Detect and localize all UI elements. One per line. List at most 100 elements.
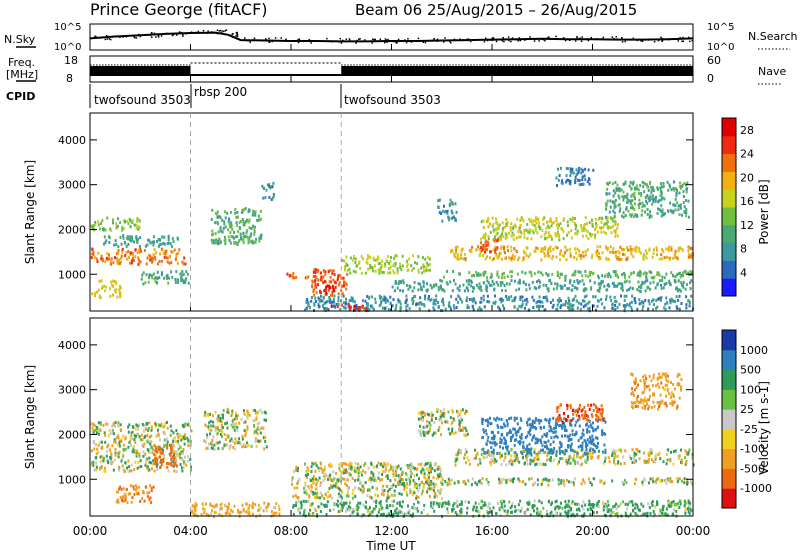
velocity-cell [139,500,141,503]
power-cell [124,242,126,245]
velocity-cell [327,490,329,493]
power-cell [589,178,591,181]
velocity-cell [161,452,163,455]
power-cell [614,235,616,238]
power-cell [493,257,495,260]
velocity-cell [131,437,133,440]
power-cell [608,272,610,275]
velocity-cell [416,468,418,471]
power-cell [557,299,559,302]
velocity-cell [379,508,381,511]
power-cell [242,238,244,241]
noise-point [569,40,571,42]
nsearch-tick-top: 10^5 [707,22,734,33]
nsearch-label: N.Search [748,30,798,43]
power-cell [510,249,512,252]
noise-point [425,42,427,44]
velocity-cell [338,495,340,498]
power-cell [103,243,105,246]
power-cell [639,290,641,293]
power-cell [460,253,462,256]
velocity-cell [608,504,610,507]
velocity-cell [357,463,359,466]
power-cell [634,249,636,252]
velocity-cell [255,418,257,421]
power-cell [433,285,435,288]
power-cell [429,269,431,272]
velocity-cell [625,503,627,506]
power-cell [658,273,660,276]
power-cell [567,224,569,227]
noise-point [108,36,110,38]
power-cell [340,299,342,302]
freq-tick-top: 18 [64,54,78,67]
velocity-cell [376,465,378,468]
power-cell [614,181,616,184]
power-cell [604,275,606,278]
power-cell [133,240,135,243]
velocity-cell [557,505,559,508]
power-cell [612,182,614,185]
power-cell [512,299,514,302]
power-cell [109,295,111,298]
power-cell [630,245,632,248]
velocity-cell [238,422,240,425]
power-cell [503,246,505,249]
power-cell [551,222,553,225]
power-cell [527,237,529,240]
power-cell [580,271,582,274]
velocity-cell [122,457,124,460]
velocity-cell [441,483,443,486]
power-cell [535,247,537,250]
power-cell [509,270,511,273]
freq-band [90,66,191,76]
velocity-cell [206,513,208,516]
power-cell [643,190,645,193]
power-cell [532,306,534,309]
velocity-cell [308,500,310,503]
velocity-cell [320,481,322,484]
power-cell [582,175,584,178]
power-cell [91,292,93,295]
noise-point [576,38,578,40]
power-cell [621,273,623,276]
power-cell [542,218,544,221]
power-cell [634,297,636,300]
power-cell [139,236,141,239]
velocity-cell [690,508,692,511]
power-cell [487,244,489,247]
velocity-cell [104,470,106,473]
noise-point [431,40,433,42]
velocity-cell [130,469,132,472]
velocity-cell [401,493,403,496]
power-cell [217,210,219,213]
power-cell [117,252,119,255]
noise-point [503,41,505,43]
power-cell [484,236,486,239]
power-cell [185,270,187,273]
velocity-cell [252,506,254,509]
power-cell [677,299,679,302]
power-cell [605,298,607,301]
power-cell [215,238,217,241]
velocity-cell [158,423,160,426]
power-cell [494,240,496,243]
power-cell [121,226,123,229]
power-cell [177,252,179,255]
power-cell [406,284,408,287]
velocity-cell [257,427,259,430]
velocity-cell [96,431,98,434]
velocity-cell [138,424,140,427]
power-cell [411,269,413,272]
velocity-cell [559,506,561,509]
power-cell [156,240,158,243]
power-cell [127,250,129,253]
velocity-cell [546,510,548,513]
power-cell [566,174,568,177]
velocity-cell [298,510,300,513]
velocity-cell [676,477,678,480]
velocity-cell [122,465,124,468]
noise-point [355,42,357,44]
power-cell [556,307,558,310]
velocity-cell [217,432,219,435]
